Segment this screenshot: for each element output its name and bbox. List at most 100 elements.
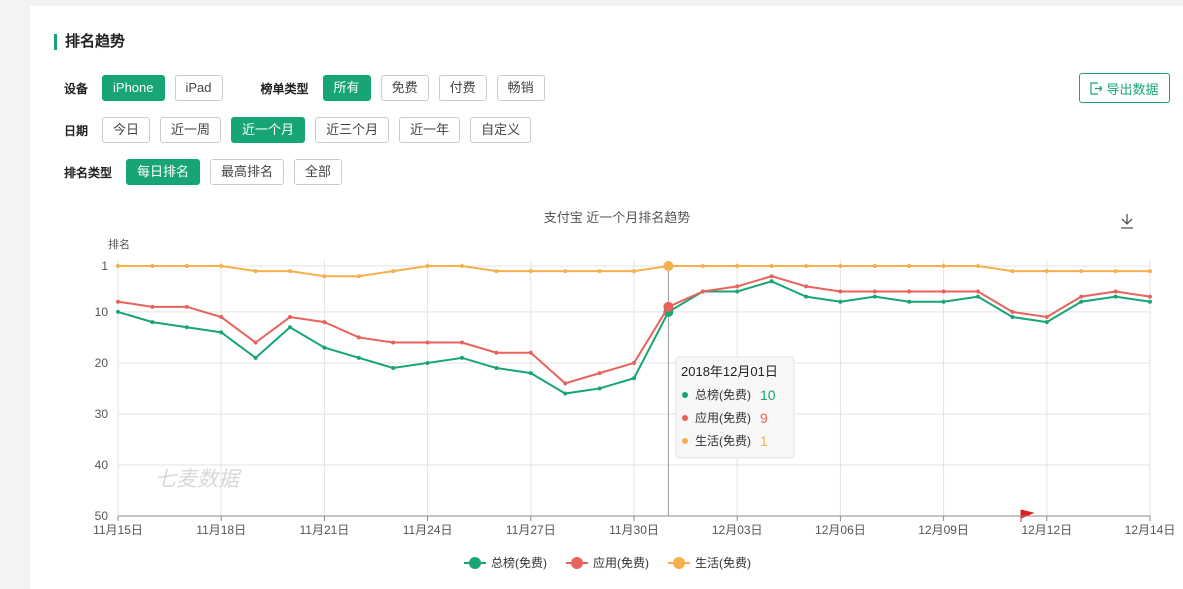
filter-group: 排名类型 每日排名 最高排名 全部 (64, 159, 352, 185)
point (1079, 269, 1084, 274)
filter-button[interactable]: 畅销 (496, 75, 545, 101)
filter-button[interactable]: 最高排名 (210, 159, 285, 185)
filter-button[interactable]: 近一个月 (231, 117, 306, 143)
point (494, 366, 499, 371)
tooltip-name: 生活(免费) (695, 433, 751, 448)
filter-button[interactable]: 近一周 (160, 117, 222, 143)
tooltip-dot (682, 415, 688, 421)
point (391, 269, 396, 274)
filter-button[interactable]: 每日排名 (126, 159, 201, 185)
point (597, 269, 602, 274)
y-tick-label: 50 (95, 509, 109, 523)
point (1148, 299, 1152, 304)
filter-button[interactable]: 付费 (438, 75, 487, 101)
chart-title: 支付宝 近一个月排名趋势 (544, 210, 691, 225)
point (1010, 315, 1015, 320)
filter-button[interactable]: iPhone (102, 75, 165, 101)
filter-row: 日期 今日 近一周 近一个月 近三个月 近一年 自定义 (64, 117, 569, 143)
point (769, 274, 774, 279)
filter-button[interactable]: 今日 (102, 117, 151, 143)
y-tick-label: 20 (95, 356, 109, 370)
filter-button[interactable]: 近三个月 (315, 117, 390, 143)
point (941, 299, 946, 304)
point (356, 274, 361, 279)
point (872, 264, 877, 268)
legend-item[interactable]: 生活(免费) (668, 555, 751, 570)
point (976, 264, 980, 268)
legend-label: 总榜(免费) (491, 555, 547, 570)
point (735, 264, 740, 268)
download-icon[interactable] (1121, 214, 1133, 229)
tooltip-box (675, 356, 795, 459)
x-tick-label: 11月18日 (196, 523, 246, 537)
point (253, 340, 258, 345)
point (425, 340, 430, 345)
y-tick-label: 1 (101, 259, 108, 273)
point (769, 279, 774, 284)
point (184, 325, 189, 330)
filter-button[interactable]: 免费 (380, 75, 429, 101)
y-axis-label: 排名 (108, 237, 130, 251)
point (528, 371, 533, 376)
legend-label: 应用(免费) (593, 555, 649, 570)
tooltip-name: 总榜(免费) (695, 387, 751, 402)
x-tick-label: 11月21日 (299, 523, 349, 537)
point (1113, 289, 1118, 294)
x-tick-label: 12月06日 (815, 523, 866, 537)
tooltip-dot (682, 392, 688, 398)
x-tick-label: 12月14日 (1125, 523, 1176, 537)
point (700, 264, 705, 268)
point (804, 284, 808, 289)
point (563, 381, 568, 386)
point (941, 289, 946, 294)
point (663, 261, 674, 271)
filter-button[interactable]: 近一年 (399, 117, 461, 143)
filter-label: 排名类型 (64, 165, 113, 180)
legend-dot (673, 557, 685, 569)
point (150, 320, 155, 325)
point (528, 269, 533, 274)
point (563, 269, 568, 274)
x-tick-label: 12月03日 (712, 523, 763, 537)
legend-item[interactable]: 总榜(免费) (464, 555, 547, 570)
point (976, 289, 980, 294)
point (184, 264, 189, 268)
point (1010, 269, 1015, 274)
point (804, 294, 808, 299)
filter-group: 日期 今日 近一周 近一个月 近三个月 近一年 自定义 (64, 117, 541, 143)
filter-button[interactable]: 自定义 (470, 117, 532, 143)
legend-item[interactable]: 应用(免费) (566, 555, 649, 570)
point (872, 289, 877, 294)
point (322, 345, 327, 350)
filter-button[interactable]: 所有 (322, 75, 371, 101)
export-button[interactable]: 导出数据 (1079, 73, 1170, 103)
export-icon (1090, 81, 1103, 95)
point (907, 264, 912, 268)
point (184, 304, 189, 309)
point (1044, 320, 1049, 325)
filter-row: 排名类型 每日排名 最高排名 全部 (64, 159, 380, 185)
legend-label: 生活(免费) (695, 555, 751, 570)
watermark: 七麦数据 (155, 468, 242, 491)
point (632, 376, 636, 381)
filter-row: 设备 iPhone iPad 榜单类型 所有 免费 付费 畅销 (64, 75, 583, 101)
x-tick-label: 11月24日 (403, 523, 453, 537)
point (838, 264, 843, 268)
point (941, 264, 946, 268)
tooltip-dot (682, 438, 688, 444)
filter-label: 设备 (64, 81, 89, 96)
tooltip-title: 2018年12月01日 (681, 364, 778, 379)
point (1044, 315, 1049, 320)
point (1079, 294, 1084, 299)
x-tick-label: 11月27日 (506, 523, 556, 537)
export-label: 导出数据 (1106, 81, 1159, 97)
filter-button[interactable]: 全部 (294, 159, 343, 185)
point (1079, 299, 1084, 304)
filter-group: 榜单类型 所有 免费 付费 畅销 (261, 75, 555, 101)
point (253, 355, 258, 360)
filter-button[interactable]: iPad (174, 75, 223, 101)
point (288, 325, 292, 330)
point (356, 335, 361, 340)
point (425, 360, 430, 365)
